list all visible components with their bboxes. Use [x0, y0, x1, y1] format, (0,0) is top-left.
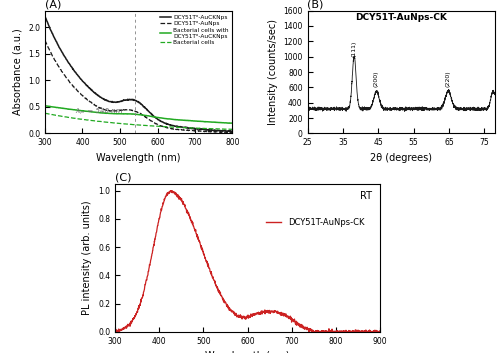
Legend: DCY51Tᵒ-AuCKNps, DCY51Tᵒ-AuNps, Bacterial cells with
DCY51Tᵒ-AuCKNps, Bacterial : DCY51Tᵒ-AuCKNps, DCY51Tᵒ-AuNps, Bacteria… [159, 13, 230, 46]
Text: (111): (111) [352, 40, 356, 56]
Text: (A): (A) [45, 0, 62, 10]
X-axis label: Wavelength (nm): Wavelength (nm) [96, 153, 181, 163]
Text: (B): (B) [308, 0, 324, 10]
Text: (C): (C) [115, 173, 132, 183]
Y-axis label: PL intensity (arb. units): PL intensity (arb. units) [82, 201, 92, 315]
Text: (200): (200) [374, 71, 379, 87]
Text: DCY51T-AuNps-CK: DCY51T-AuNps-CK [356, 13, 447, 23]
X-axis label: 2θ (degrees): 2θ (degrees) [370, 153, 432, 163]
Y-axis label: Intensity (counts/sec): Intensity (counts/sec) [268, 19, 278, 125]
X-axis label: Wavelength (nm): Wavelength (nm) [206, 351, 290, 353]
Text: λₗₚᵣ = 540 nm: λₗₚᵣ = 540 nm [76, 108, 123, 114]
Text: RT: RT [360, 191, 372, 201]
Legend: DCY51T-AuNps-CK: DCY51T-AuNps-CK [263, 214, 368, 230]
Text: (220): (220) [446, 71, 451, 87]
Y-axis label: Absorbance (a.u.): Absorbance (a.u.) [12, 29, 22, 115]
